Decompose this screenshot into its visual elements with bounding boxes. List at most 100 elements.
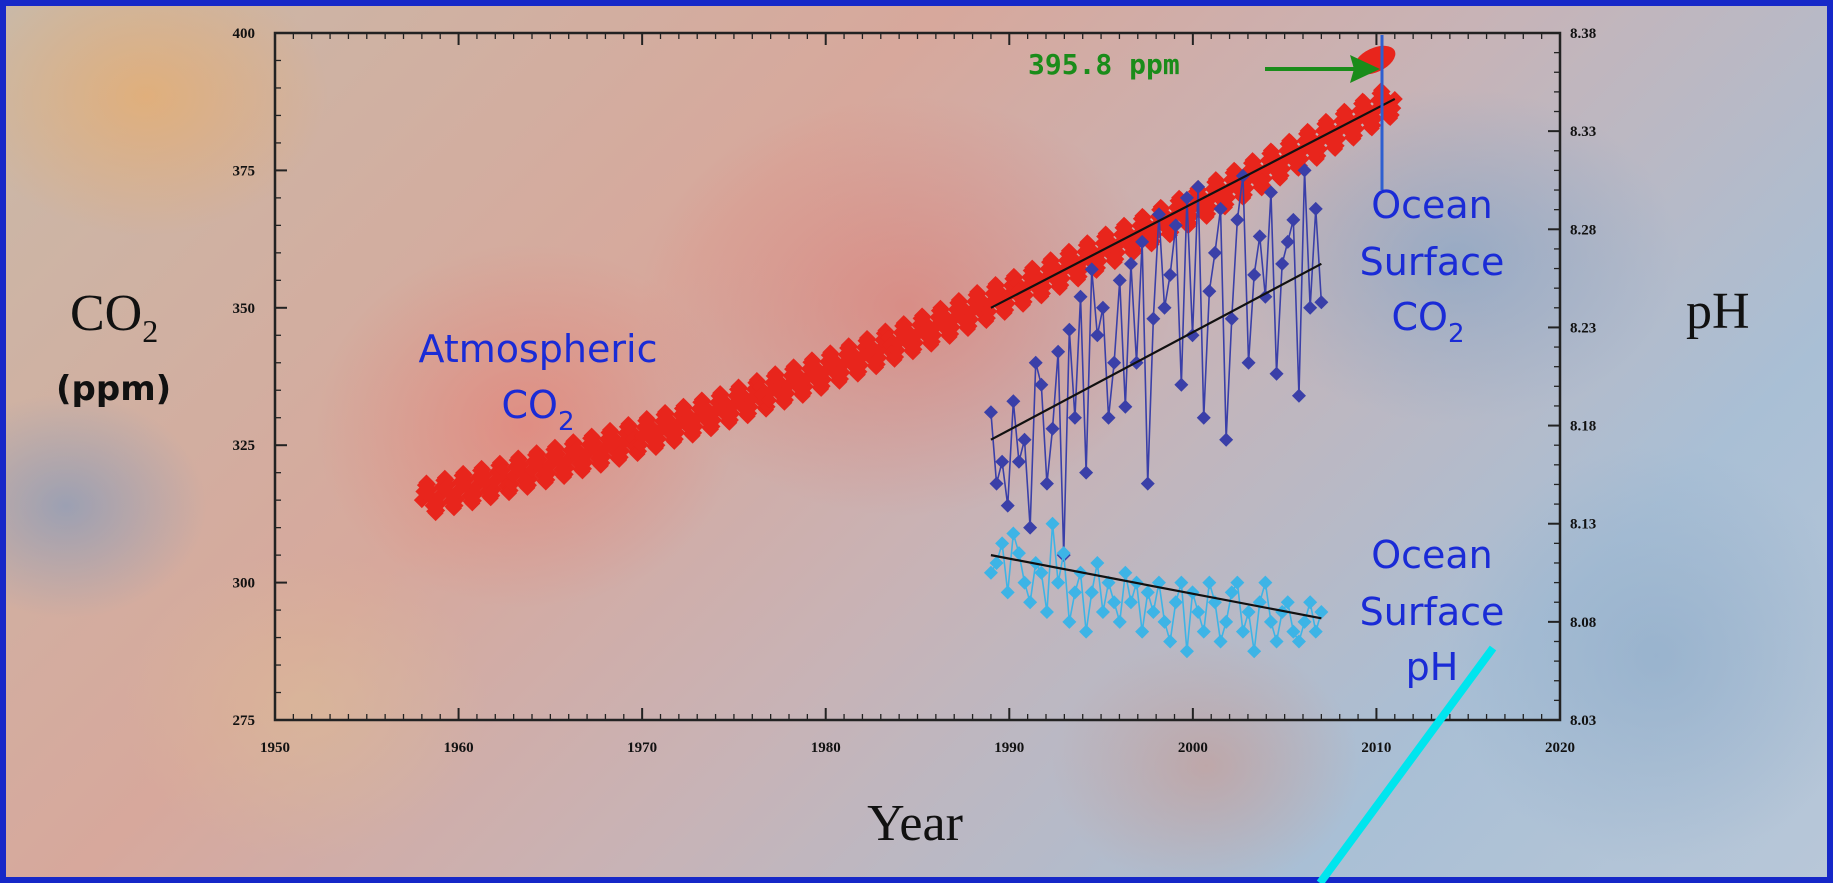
ocean-co2-point (1017, 432, 1032, 447)
x-tick-label: 2000 (1178, 740, 1208, 756)
ocean-ph-point (1084, 585, 1099, 600)
ocean-co2-point (1191, 179, 1206, 194)
y-right-tick-label: 8.23 (1570, 320, 1596, 336)
y-left-tick-label: 300 (233, 576, 256, 592)
annotation-ocean-ph-line2: Surface (1360, 590, 1505, 634)
ocean-ph-point (1258, 575, 1273, 590)
ocean-ph-point (1146, 605, 1161, 620)
ocean-ph-point (1039, 605, 1054, 620)
ocean-co2-point (1297, 163, 1312, 178)
ocean-ph-point (1241, 605, 1256, 620)
ocean-co2-point (1073, 289, 1088, 304)
ocean-co2-point (1163, 267, 1178, 282)
ocean-ph-trend (990, 554, 1322, 620)
ocean-co2-point (1286, 212, 1301, 227)
ocean-ph-point (1291, 634, 1306, 649)
y-right-tick-label: 8.38 (1570, 26, 1596, 42)
atmospheric-co2-point (1008, 274, 1025, 291)
ocean-co2-point (1011, 454, 1026, 469)
ocean-co2-point (1045, 421, 1060, 436)
ocean-ph-point (1174, 575, 1189, 590)
ocean-co2-point (1146, 311, 1161, 326)
ocean-co2-point (1067, 410, 1082, 425)
y-right-tick-label: 8.03 (1570, 713, 1596, 729)
ocean-co2-point (1174, 377, 1189, 392)
y-right-tick-label: 8.13 (1570, 517, 1596, 533)
ocean-ph-point (1286, 624, 1301, 639)
x-tick-label: 2020 (1545, 740, 1575, 756)
ocean-co2-point (1034, 377, 1049, 392)
ocean-ph-point (1006, 526, 1021, 541)
ocean-co2-point (1028, 355, 1043, 370)
ocean-co2-point (1280, 234, 1295, 249)
ocean-ph-point (1157, 614, 1172, 629)
annotation-ocean-co2-line3: CO2 (1392, 295, 1465, 349)
ocean-co2-point (989, 476, 1004, 491)
ocean-ph-point (1230, 575, 1245, 590)
ocean-ph-point (1235, 624, 1250, 639)
ocean-co2-point (1079, 465, 1094, 480)
ocean-co2-point (1101, 410, 1116, 425)
ocean-ph-point (1213, 634, 1228, 649)
ocean-co2-point (1263, 185, 1278, 200)
y-left-tick-label: 350 (233, 301, 256, 317)
ocean-ph-point (1196, 624, 1211, 639)
ocean-co2-point (1112, 273, 1127, 288)
ocean-co2-point (1051, 344, 1066, 359)
ocean-co2-point (1202, 284, 1217, 299)
ocean-co2-point (1219, 432, 1234, 447)
ocean-ph-point (995, 536, 1010, 551)
ocean-co2-point (1090, 328, 1105, 343)
ocean-co2-point (1095, 300, 1110, 315)
ocean-ph-point (1275, 605, 1290, 620)
ocean-ph-point (1011, 546, 1026, 561)
ocean-co2-point (1303, 300, 1318, 315)
ocean-ph-point (1112, 614, 1127, 629)
ocean-ph-point (1314, 605, 1329, 620)
ocean-co2-point (1023, 520, 1038, 535)
ocean-co2-line (990, 170, 1323, 556)
annotation-ocean-co2-line2: Surface (1360, 240, 1505, 284)
ocean-co2-point (1107, 355, 1122, 370)
ocean-ph-point (1034, 565, 1049, 580)
ocean-co2-point (1123, 256, 1138, 271)
atmospheric-co2-point (1082, 241, 1099, 258)
axis-ticks: 1950 1960 1970 1980 1990 2000 2010 2020 400 375 35… (233, 26, 1597, 756)
ocean-co2-point (1247, 267, 1262, 282)
y-left-tick-label: 400 (233, 26, 256, 42)
ocean-ph-point (1051, 575, 1066, 590)
ocean-ph-point (1107, 595, 1122, 610)
ocean-ph-point (1023, 595, 1038, 610)
ocean-ph-point (1062, 614, 1077, 629)
ocean-co2-point (1252, 229, 1267, 244)
ocean-co2-point (1258, 289, 1273, 304)
ocean-ph-point (1095, 605, 1110, 620)
ocean-ph-point (1056, 546, 1071, 561)
ocean-co2-point (1135, 234, 1150, 249)
ocean-ph-point (1280, 595, 1295, 610)
annotation-ocean-co2-line1: Ocean (1371, 183, 1493, 227)
ocean-co2-point (1230, 212, 1245, 227)
ocean-ph-point (989, 555, 1004, 570)
callout-arrow-head (1350, 55, 1380, 83)
ocean-ph-point (1297, 614, 1312, 629)
ocean-ph-point (1067, 585, 1082, 600)
x-tick-label: 1970 (627, 740, 657, 756)
ocean-ph-point (1118, 565, 1133, 580)
x-tick-label: 1950 (260, 740, 290, 756)
ocean-co2-point (1275, 256, 1290, 271)
ocean-ph-point (1219, 614, 1234, 629)
coral-reef-background (6, 6, 1827, 877)
x-tick-label: 1990 (994, 740, 1024, 756)
ocean-ph-point (1263, 614, 1278, 629)
cyan-pointer-line (1316, 645, 1497, 883)
y-right-tick-label: 8.28 (1570, 222, 1596, 238)
ocean-co2-point (1039, 476, 1054, 491)
ocean-co2-point (1062, 322, 1077, 337)
ocean-co2-point (1084, 262, 1099, 277)
ocean-ph-point (1202, 575, 1217, 590)
ocean-co2-point (1118, 399, 1133, 414)
callout-value-label: 395.8 ppm (1028, 48, 1180, 81)
annotation-ocean-ph-line1: Ocean (1371, 533, 1493, 577)
